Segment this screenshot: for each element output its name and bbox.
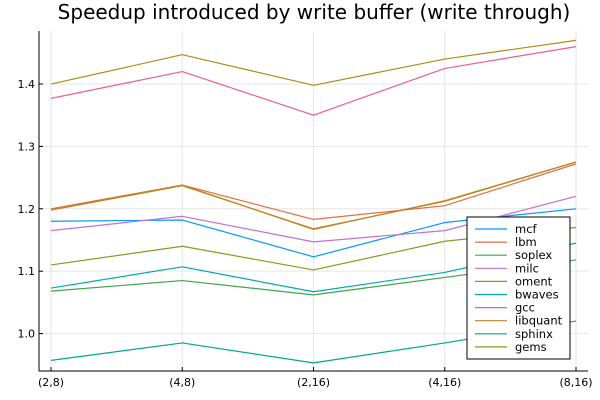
- legend-label-soplex: soplex: [515, 248, 552, 262]
- axis-layer: (2,8) (4,8) (2,16) (4,16) (8,16) 1.0 1.1 1.2 1.3…: [18, 31, 593, 389]
- legend-label-milc: milc: [515, 261, 539, 275]
- legend-label-bwaves: bwaves: [515, 288, 559, 302]
- y-tick-label: 1.4: [18, 78, 36, 91]
- legend-label-sphinx: sphinx: [515, 327, 553, 341]
- legend-label-lbm: lbm: [515, 235, 537, 249]
- x-tick-label: (4,8): [169, 376, 195, 389]
- grid-layer: [39, 31, 588, 371]
- series-line-gcc: [50, 46, 577, 116]
- y-tick-label: 1.1: [18, 265, 36, 278]
- legend-label-mcf: mcf: [515, 222, 538, 236]
- x-tick-label: (8,16): [559, 376, 592, 389]
- legend-label-gcc: gcc: [515, 301, 535, 315]
- legend: mcflbmsoplexmilcomentbwavesgcclibquantsp…: [466, 216, 571, 360]
- y-tick-label: 1.0: [18, 328, 36, 341]
- x-tick-label: (2,8): [38, 376, 64, 389]
- chart-title: Speedup introduced by write buffer (writ…: [58, 0, 571, 24]
- x-tick-label: (2,16): [297, 376, 330, 389]
- legend-label-oment: oment: [515, 274, 553, 288]
- legend-label-libquant: libquant: [515, 314, 563, 328]
- legend-box: [466, 216, 571, 360]
- y-tick-label: 1.2: [18, 203, 36, 216]
- y-tick-label: 1.3: [18, 140, 36, 153]
- x-tick-label: (4,16): [428, 376, 461, 389]
- series-line-libquant: [50, 161, 577, 230]
- series-line-unlabeled: [50, 39, 577, 86]
- legend-label-gems: gems: [515, 340, 547, 354]
